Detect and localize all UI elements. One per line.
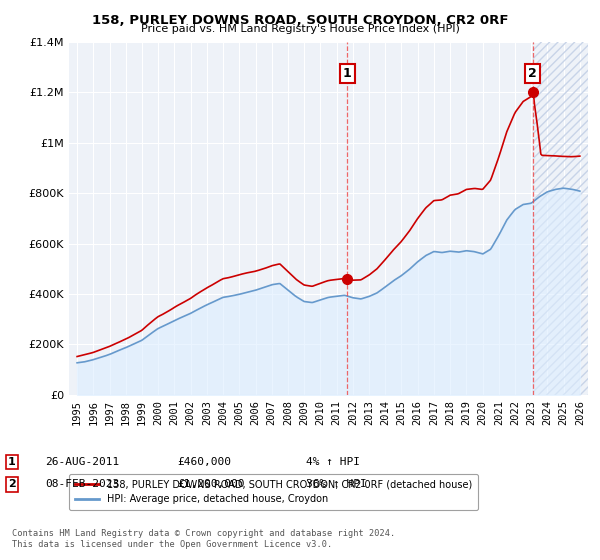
Text: 26-AUG-2011: 26-AUG-2011 [45,457,119,467]
Text: £460,000: £460,000 [177,457,231,467]
Legend: 158, PURLEY DOWNS ROAD, SOUTH CROYDON, CR2 0RF (detached house), HPI: Average pr: 158, PURLEY DOWNS ROAD, SOUTH CROYDON, C… [68,474,478,510]
Bar [533,42,588,395]
Text: 158, PURLEY DOWNS ROAD, SOUTH CROYDON, CR2 0RF: 158, PURLEY DOWNS ROAD, SOUTH CROYDON, C… [92,14,508,27]
Text: Price paid vs. HM Land Registry's House Price Index (HPI): Price paid vs. HM Land Registry's House … [140,24,460,34]
Text: 4% ↑ HPI: 4% ↑ HPI [306,457,360,467]
Text: 2: 2 [529,67,537,80]
Text: 1: 1 [343,67,352,80]
Bar [533,42,588,395]
Text: 08-FEB-2023: 08-FEB-2023 [45,479,119,489]
Text: 1: 1 [8,457,16,467]
Text: £1,200,000: £1,200,000 [177,479,245,489]
Text: Contains HM Land Registry data © Crown copyright and database right 2024.
This d: Contains HM Land Registry data © Crown c… [12,529,395,549]
Text: 2: 2 [8,479,16,489]
Text: 36% ↑ HPI: 36% ↑ HPI [306,479,367,489]
